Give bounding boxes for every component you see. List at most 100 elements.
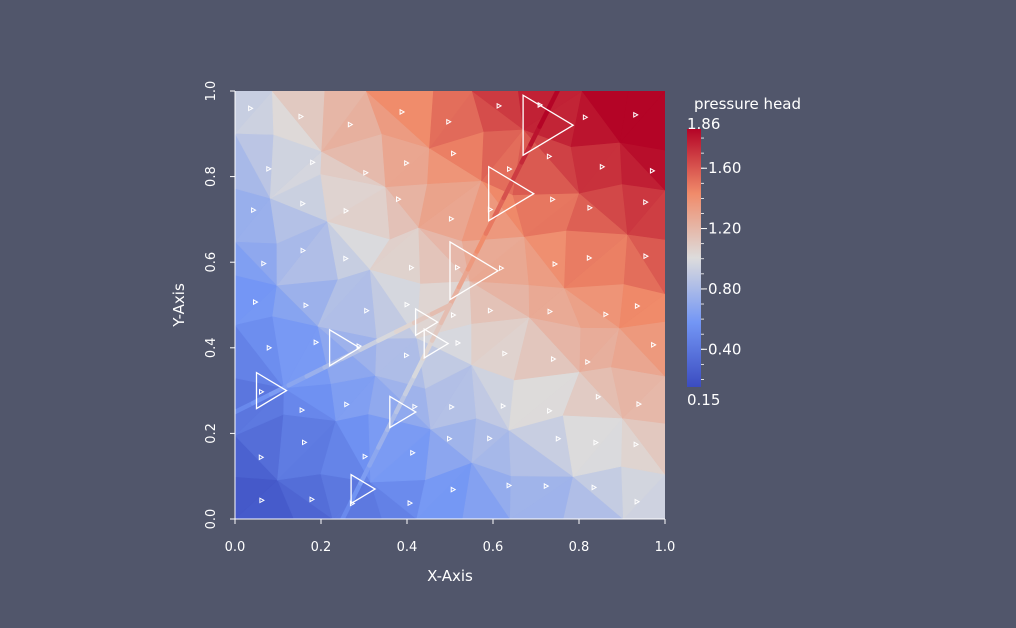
fracture-segment [411,356,426,379]
fracture-segment [465,249,480,272]
flow-glyph [587,204,593,211]
flow-glyph [643,199,649,206]
fracture-segment [411,311,435,326]
fracture-segment [376,329,399,343]
colorbar-min-label: 0.15 [687,391,720,409]
flow-glyph [451,150,457,157]
flow-glyph [552,260,559,268]
mesh-cell [235,91,273,134]
flow-glyph [507,166,513,173]
flow-glyph [412,403,418,410]
flow-glyph [309,496,316,503]
fracture-segment [429,320,444,343]
x-tick-label: 0.8 [569,540,590,555]
x-tick-label: 0.0 [225,540,246,555]
flow-glyph [362,453,369,460]
flow-glyph [502,350,508,357]
x-axis: 0.0 0.2 0.4 0.6 0.8 1.0 [225,518,676,555]
flow-glyph [546,153,553,160]
fracture-segment [358,338,381,352]
x-tick-label: 1.0 [655,540,676,555]
flow-glyph [258,454,265,461]
flow-glyph [633,111,639,118]
flow-glyph [651,341,657,348]
fracture-segment [474,231,489,254]
y-tick-label: 0.8 [204,166,219,187]
fracture-segment [483,213,498,236]
flow-glyph [252,299,259,306]
fracture-segment [268,383,291,397]
flow-glyph [487,435,493,442]
fracture-segment [447,284,462,308]
flow-glyph [404,352,410,359]
y-axis-label: Y-Axis [170,283,188,328]
flow-glyph [603,311,609,318]
fracture-segment [235,400,256,415]
y-tick-label: 1.0 [204,81,219,102]
mesh-cell [321,91,367,153]
flow-glyph [299,407,306,414]
flow-glyph [251,207,257,214]
flow-glyph-large [423,327,450,360]
colorbar-tick-label: 1.60 [708,159,741,177]
flow-glyph [500,402,507,410]
colorbar-tick-label: 1.20 [708,220,741,238]
x-tick-label: 0.4 [397,540,418,555]
flow-glyph [396,196,402,203]
flow-glyph [298,113,305,120]
flow-glyph [449,403,455,411]
fracture-segment [492,195,506,219]
flow-glyph-large [449,240,500,301]
flow-glyph-large [414,307,439,337]
colorbar-ticks: 0.40 0.80 1.20 1.60 [701,137,741,380]
flow-glyph [410,449,416,456]
flow-glyph [446,118,452,125]
flow-glyph [450,311,457,319]
fracture-segment [537,106,551,129]
flow-glyph [347,121,354,128]
flow-glyph [404,301,411,308]
flow-glyph [300,200,306,207]
flow-glyph [649,167,656,174]
flow-glyph [364,307,370,314]
flow-glyph [259,497,265,504]
flow-glyph [550,196,556,203]
colorbar-tick-label: 0.80 [708,280,741,298]
flow-glyph [643,253,649,260]
fracture-segment [438,302,453,326]
colorbar-title: pressure head [694,95,801,113]
flow-glyph [547,407,553,414]
flow-glyph [363,169,369,176]
flow-glyph [547,308,554,315]
flow-glyph [582,114,589,121]
flow-glyph [595,393,602,400]
fracture-segment [501,177,515,201]
flow-glyph [591,484,598,491]
flow-glyph [409,264,415,271]
flow-glyph [344,401,350,408]
flow-glyph [266,165,272,172]
y-tick-label: 0.0 [204,509,219,530]
fracture-segment [510,160,524,183]
mesh-cell [429,91,473,149]
flow-glyph [266,344,273,351]
y-axis: 0.0 0.2 0.4 0.6 0.8 1.0 [204,81,236,530]
fracture-segment [546,91,560,112]
flow-glyph [506,482,513,489]
flow-glyph [302,439,308,446]
flow-glyph [586,254,593,261]
flow-glyph [498,265,505,272]
flow-glyph [303,302,310,309]
fracture-segment [349,481,363,504]
flow-glyph [343,207,350,214]
colorbar-gradient [687,129,701,387]
flow-glyph [585,358,591,366]
fracture-segment [456,267,471,290]
flow-glyph [343,255,349,262]
y-tick-label: 0.2 [204,423,219,444]
flow-glyph [261,260,267,267]
flow-glyph-large [389,395,418,429]
flow-glyph-large [328,328,361,367]
fracture-segment [304,365,327,379]
